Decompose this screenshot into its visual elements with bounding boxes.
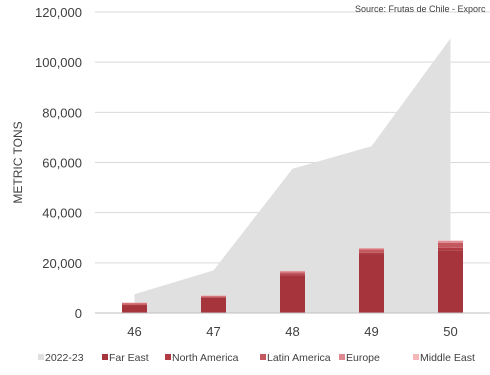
bar-north-america-48 [280,274,305,275]
legend-label-europe: Europe [346,352,380,364]
bar-europe-49 [359,248,384,249]
bar-latin-america-46 [122,303,147,304]
bar-far-east-47 [201,298,226,313]
x-tick-label: 49 [364,324,378,339]
bar-north-america-50 [438,248,463,251]
bar-latin-america-48 [280,272,305,274]
bar-europe-48 [280,271,305,272]
legend-swatch-far-east [102,354,108,360]
legend-swatch-europe [339,354,345,360]
bar-latin-america-47 [201,296,226,297]
legend-swatch-middle-east [413,354,419,360]
y-tick-label: 0 [75,306,82,321]
bar-europe-47 [201,296,226,297]
bar-north-america-46 [122,305,147,306]
legend-label-2022-23: 2022-23 [45,352,84,364]
legend-swatch-2022-23 [38,354,44,360]
bar-latin-america-50 [438,243,463,248]
bar-europe-50 [438,241,463,243]
source-note: Source: Frutas de Chile - Exporc [355,4,486,14]
legend-label-far-east: Far East [109,352,149,364]
x-tick-label: 50 [443,324,457,339]
y-tick-label: 100,000 [35,55,82,70]
y-tick-label: 60,000 [42,156,82,171]
bar-north-america-49 [359,253,384,254]
bar-middle-east-50 [438,241,463,242]
legend-swatch-north-america [165,354,171,360]
legend-label-latin-america: Latin America [267,352,331,364]
y-tick-label: 40,000 [42,206,82,221]
y-tick-label: 80,000 [42,105,82,120]
bar-north-america-47 [201,297,226,298]
legend-swatch-latin-america [260,354,266,360]
bar-far-east-49 [359,254,384,313]
bar-far-east-48 [280,275,305,313]
y-tick-label: 20,000 [42,256,82,271]
legend-label-middle-east: Middle East [420,352,475,364]
bar-far-east-46 [122,305,147,313]
y-axis-title: METRIC TONS [11,121,25,203]
x-tick-label: 47 [206,324,220,339]
bar-europe-46 [122,303,147,304]
x-tick-label: 46 [127,324,141,339]
y-tick-label: 120,000 [35,5,82,20]
bar-latin-america-49 [359,250,384,253]
legend-label-north-america: North America [172,352,239,364]
x-tick-label: 48 [285,324,299,339]
bar-far-east-50 [438,250,463,313]
